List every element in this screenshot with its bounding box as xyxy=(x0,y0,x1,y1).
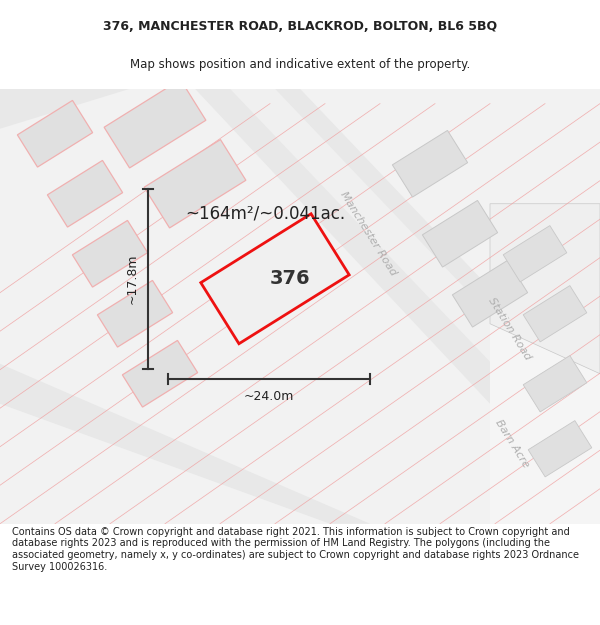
Polygon shape xyxy=(0,89,130,129)
Text: ~17.8m: ~17.8m xyxy=(125,254,139,304)
Polygon shape xyxy=(17,101,92,167)
Text: 376, MANCHESTER ROAD, BLACKROD, BOLTON, BL6 5BQ: 376, MANCHESTER ROAD, BLACKROD, BOLTON, … xyxy=(103,20,497,33)
Polygon shape xyxy=(452,261,527,327)
Polygon shape xyxy=(122,341,197,407)
Polygon shape xyxy=(104,79,206,168)
Text: 376: 376 xyxy=(269,269,310,288)
Polygon shape xyxy=(392,131,467,197)
Polygon shape xyxy=(503,226,567,282)
Polygon shape xyxy=(422,201,497,267)
Polygon shape xyxy=(144,139,246,228)
Text: Station Road: Station Road xyxy=(487,296,533,362)
Text: Contains OS data © Crown copyright and database right 2021. This information is : Contains OS data © Crown copyright and d… xyxy=(12,527,579,572)
Polygon shape xyxy=(490,204,600,374)
Polygon shape xyxy=(528,421,592,477)
Polygon shape xyxy=(490,204,600,524)
Polygon shape xyxy=(97,281,173,347)
Text: ~24.0m: ~24.0m xyxy=(244,390,294,403)
Polygon shape xyxy=(195,89,600,404)
Polygon shape xyxy=(230,89,575,404)
Polygon shape xyxy=(523,356,587,412)
Polygon shape xyxy=(73,221,148,287)
Polygon shape xyxy=(201,214,349,344)
Text: Barn Acre: Barn Acre xyxy=(493,418,531,469)
Polygon shape xyxy=(523,286,587,342)
Text: ~164m²/~0.041ac.: ~164m²/~0.041ac. xyxy=(185,205,345,222)
Text: Map shows position and indicative extent of the property.: Map shows position and indicative extent… xyxy=(130,58,470,71)
Polygon shape xyxy=(47,161,122,227)
Text: Manchester Road: Manchester Road xyxy=(338,190,398,278)
Polygon shape xyxy=(0,364,370,524)
